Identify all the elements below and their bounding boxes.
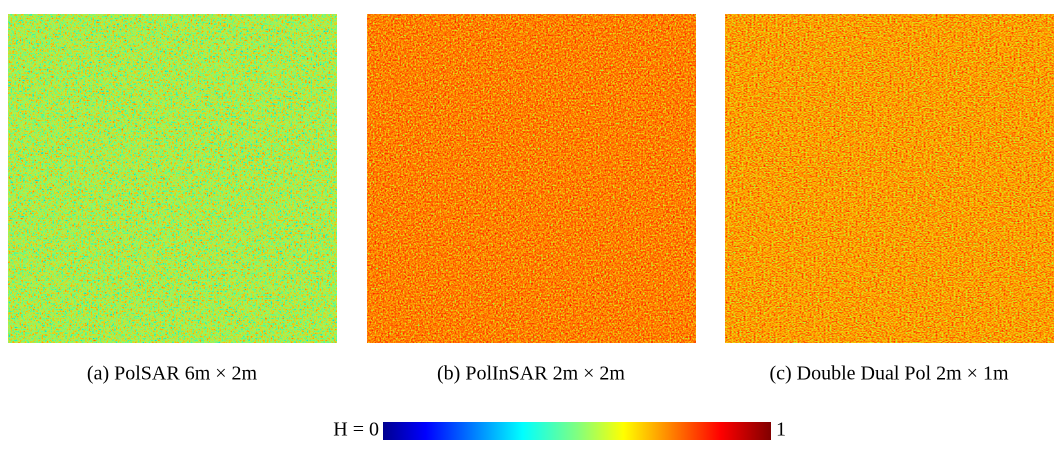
colorbar-max-label: 1 — [776, 419, 786, 441]
entropy-image — [725, 14, 1054, 343]
colorbar — [383, 422, 771, 440]
caption: (c) Double Dual Pol 2m × 1m — [769, 363, 1008, 385]
entropy-image — [367, 14, 696, 343]
colorbar-min-label: H = 0 — [333, 419, 379, 441]
caption: (a) PolSAR 6m × 2m — [87, 363, 258, 385]
caption: (b) PolInSAR 2m × 2m — [437, 363, 625, 385]
entropy-image — [8, 14, 337, 343]
